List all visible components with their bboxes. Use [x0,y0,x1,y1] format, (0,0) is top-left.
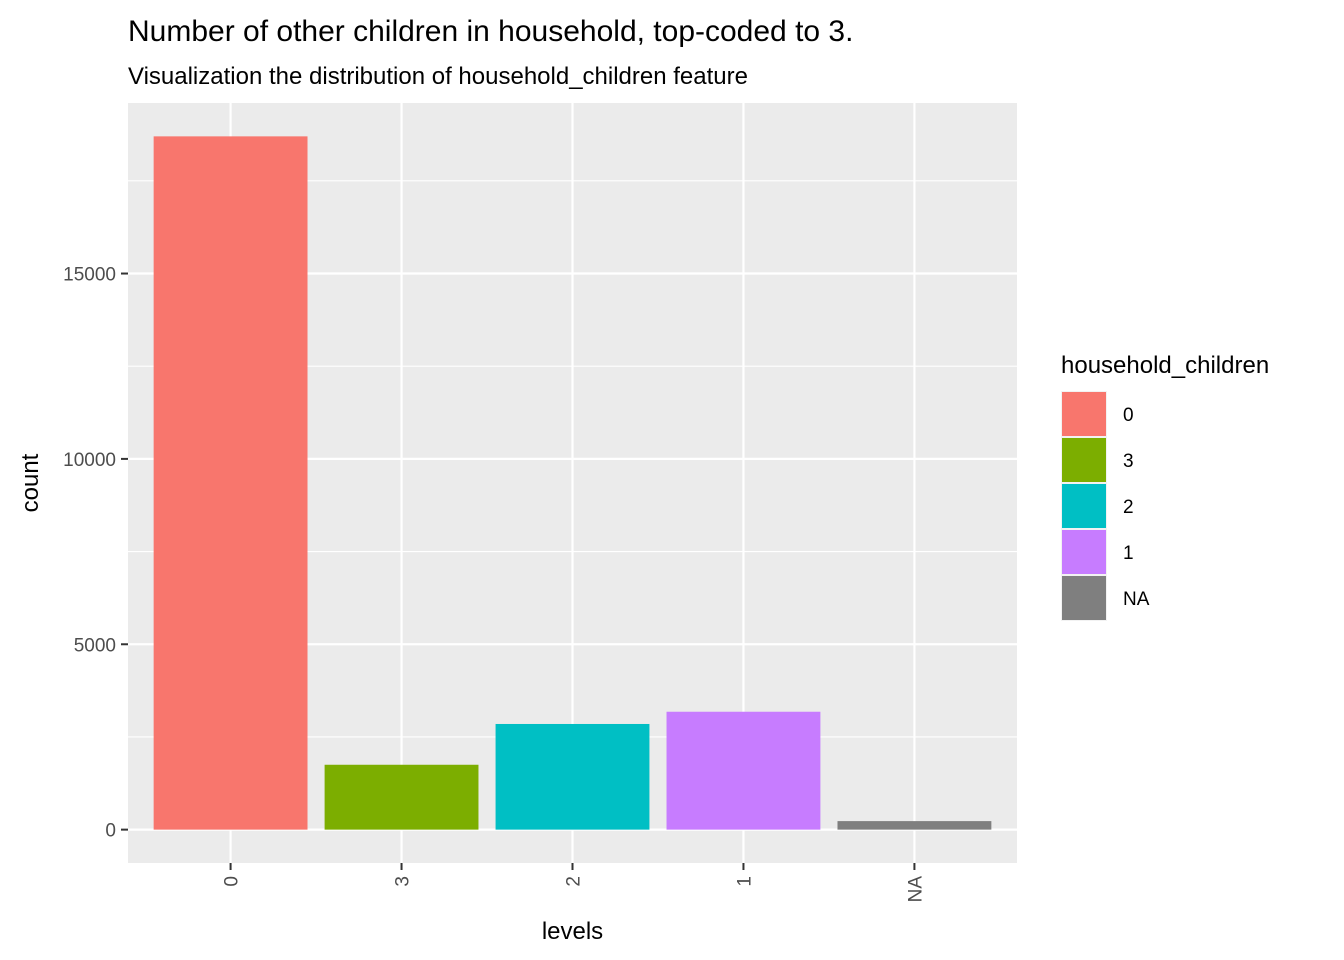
legend-items: 0 3 2 1 NA [1061,391,1150,621]
legend: household_children 0 3 2 1 NA [1061,352,1269,621]
legend-swatch [1062,576,1106,620]
y-tick-label: 5000 [74,635,116,656]
y-tick-label: 10000 [63,450,116,471]
y-tick-label: 15000 [63,265,116,286]
legend-swatch [1062,392,1106,436]
x-tick-label: 3 [393,876,414,887]
bar-3 [324,764,479,830]
bars [153,136,992,830]
bar-2 [495,723,650,830]
x-axis-title: levels [542,918,603,945]
x-tick-label: 1 [734,876,755,887]
x-axis: 0 3 2 1 NA [222,863,926,903]
legend-label: 3 [1123,451,1134,472]
bar-na [837,821,992,830]
legend-swatch [1062,438,1106,482]
legend-swatch [1062,530,1106,574]
chart-subtitle: Visualization the distribution of househ… [128,63,748,90]
chart-title: Number of other children in household, t… [128,15,853,48]
legend-label: 1 [1123,543,1134,564]
x-tick-label: 2 [564,876,585,887]
bar-0 [153,136,308,830]
y-axis: 0 5000 10000 15000 [63,265,128,842]
legend-title: household_children [1061,352,1269,379]
y-tick-label: 0 [105,821,116,842]
legend-label: NA [1123,589,1150,610]
x-tick-label: 0 [222,876,243,887]
y-axis-title: count [17,453,44,512]
x-tick-label: NA [905,876,926,903]
bar-1 [666,711,821,830]
legend-label: 0 [1123,405,1134,426]
legend-label: 2 [1123,497,1134,518]
legend-swatch [1062,484,1106,528]
